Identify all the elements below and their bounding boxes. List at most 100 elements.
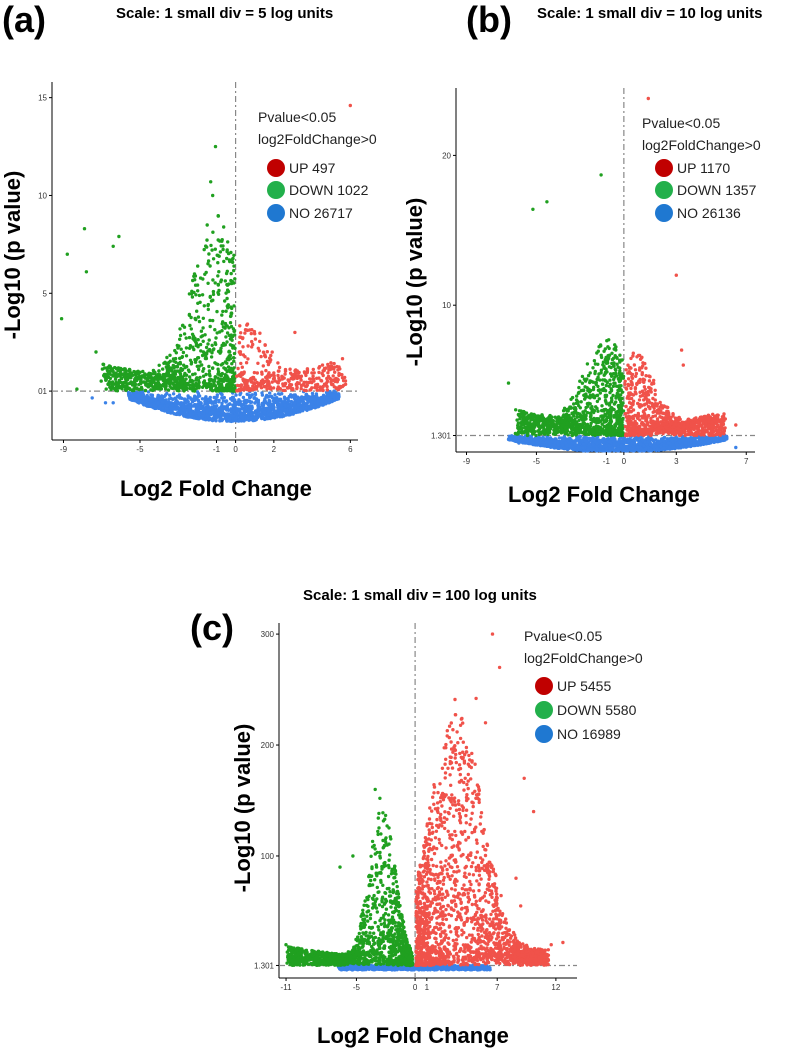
point-no-a bbox=[308, 399, 312, 403]
point-up-a bbox=[259, 354, 263, 359]
point-up-a bbox=[256, 361, 260, 365]
point-down-a bbox=[218, 330, 222, 334]
point-no-a bbox=[294, 405, 298, 409]
point-no-a bbox=[165, 403, 169, 408]
point-up-a bbox=[249, 380, 253, 384]
point-down-a bbox=[208, 294, 212, 299]
point-down-a bbox=[197, 293, 202, 298]
point-no-b bbox=[691, 443, 696, 448]
point-up-a bbox=[273, 379, 277, 383]
point-no-a bbox=[234, 393, 238, 397]
point-down-a bbox=[209, 180, 213, 184]
point-down-a bbox=[216, 380, 220, 384]
point-no-a bbox=[141, 400, 145, 404]
point-up-a bbox=[302, 388, 306, 392]
point-no-a bbox=[169, 406, 173, 411]
point-down-a bbox=[206, 307, 210, 312]
point-down-a bbox=[213, 328, 217, 332]
point-no-a bbox=[186, 396, 191, 400]
point-no-a bbox=[278, 399, 282, 403]
point-no-a bbox=[160, 400, 165, 404]
point-down-a bbox=[232, 351, 237, 356]
point-up-a bbox=[285, 386, 290, 390]
point-down-a bbox=[204, 345, 209, 350]
point-up-a bbox=[325, 384, 329, 389]
point-no-b bbox=[626, 439, 630, 444]
point-no-b bbox=[587, 442, 592, 446]
point-no-b bbox=[601, 448, 605, 452]
point-no-a bbox=[227, 412, 231, 416]
point-down-a bbox=[156, 372, 161, 377]
point-up-a bbox=[318, 385, 322, 389]
point-down-a bbox=[193, 278, 197, 282]
point-up-a bbox=[263, 343, 267, 347]
points-a bbox=[59, 103, 352, 424]
point-down-a bbox=[117, 234, 121, 239]
point-no-a bbox=[276, 392, 281, 396]
point-down-a bbox=[220, 239, 224, 243]
point-up-a bbox=[283, 372, 287, 376]
point-no-a bbox=[273, 416, 277, 420]
point-no-a bbox=[145, 403, 149, 407]
point-down-a bbox=[198, 300, 202, 304]
point-up-a bbox=[343, 382, 348, 386]
point-down-a bbox=[211, 193, 215, 198]
point-no-a bbox=[224, 399, 229, 403]
point-up-a bbox=[309, 388, 313, 392]
point-down-a bbox=[190, 295, 195, 299]
legend-swatch-down-a bbox=[267, 181, 285, 199]
point-no-b bbox=[671, 445, 675, 449]
point-no-a bbox=[286, 399, 291, 403]
point-no-a bbox=[211, 401, 216, 405]
point-no-b bbox=[629, 441, 634, 446]
point-up-a bbox=[250, 345, 254, 349]
point-down-a bbox=[105, 373, 110, 377]
point-no-a bbox=[134, 391, 138, 395]
point-down-a bbox=[205, 238, 209, 242]
point-up-a bbox=[246, 357, 250, 361]
point-up-a bbox=[251, 375, 255, 380]
point-down-a bbox=[201, 316, 205, 320]
point-down-a bbox=[223, 343, 227, 347]
point-up-a bbox=[297, 374, 301, 379]
y-axis-label-a: -Log10 (p value) bbox=[0, 171, 25, 340]
point-down-a bbox=[184, 354, 189, 358]
point-up-a bbox=[315, 388, 319, 392]
point-down-a bbox=[232, 264, 236, 268]
point-down-a bbox=[102, 373, 106, 378]
point-up-a bbox=[259, 379, 264, 383]
point-down-a bbox=[184, 373, 189, 377]
point-down-a bbox=[225, 304, 229, 308]
point-up-a bbox=[272, 371, 276, 375]
point-no-a bbox=[310, 396, 314, 400]
point-down-a bbox=[201, 339, 205, 343]
point-up-a bbox=[317, 370, 321, 375]
point-no-a bbox=[256, 402, 260, 407]
point-down-a bbox=[187, 369, 191, 374]
point-no-a bbox=[245, 399, 250, 404]
point-no-a bbox=[172, 407, 176, 411]
point-no-b bbox=[656, 441, 661, 445]
panel-label-a: (a) bbox=[2, 0, 46, 40]
point-no-a bbox=[325, 391, 329, 395]
point-no-a bbox=[249, 400, 254, 404]
point-up-a bbox=[328, 367, 332, 372]
point-down-a bbox=[218, 250, 223, 254]
point-down-a bbox=[227, 258, 232, 262]
point-down-a bbox=[216, 214, 220, 218]
point-down-a bbox=[228, 350, 232, 354]
point-no-a bbox=[197, 412, 201, 416]
panel-a: (a) Scale: 1 small div = 5 log units -Lo… bbox=[0, 0, 377, 501]
point-down-a bbox=[228, 343, 233, 347]
y-tick-label-a: 10 bbox=[38, 191, 47, 200]
point-down-a bbox=[175, 343, 179, 348]
point-down-a bbox=[204, 270, 208, 275]
legend-swatch-up-a bbox=[267, 159, 285, 177]
point-no-a bbox=[127, 391, 132, 395]
point-no-a bbox=[222, 411, 226, 416]
point-no-b bbox=[581, 442, 586, 446]
point-down-a bbox=[185, 364, 189, 369]
point-no-b bbox=[562, 446, 567, 451]
point-up-a bbox=[237, 341, 242, 345]
point-no-a bbox=[177, 406, 181, 410]
